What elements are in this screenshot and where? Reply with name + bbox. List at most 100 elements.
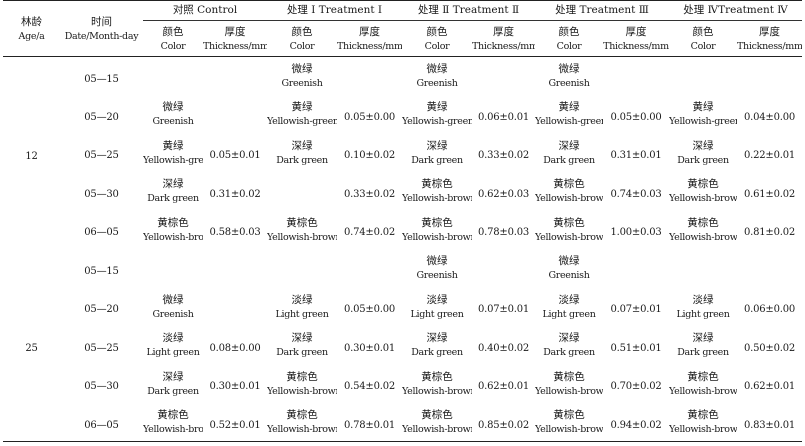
color-zh: 淡绿 [692, 293, 714, 306]
color-cell: 深绿 Dark green [402, 134, 472, 173]
sub-header-color: 颜色 Color [267, 21, 337, 57]
color-zh: 黄棕色 [687, 409, 719, 421]
color-en: Yellowish-brown [267, 385, 337, 397]
thickness-cell [203, 288, 267, 327]
thickness-cell: 0.31±0.02 [209, 188, 261, 200]
sub-header-thickness-en: Thickness/mm [472, 40, 535, 52]
sub-header-thickness-en: Thickness/mm [203, 40, 267, 52]
sub-header-color: 颜色 Color [402, 21, 472, 57]
color-en: Dark green [677, 154, 729, 166]
thickness-cell [472, 57, 535, 96]
thickness-cell: 0.22±0.01 [743, 150, 796, 162]
color-cell: 黄棕色 Yellowish-brown [669, 172, 737, 211]
age-cell: 25 [25, 342, 38, 354]
color-zh: 黄绿 [291, 101, 313, 114]
color-cell: 深绿 Dark green [669, 326, 737, 365]
color-cell: 黄棕色 Yellowish-brown [402, 403, 472, 442]
color-cell: 微绿 Greenish [535, 249, 603, 288]
color-en: Yellowish-brown [669, 385, 738, 397]
color-en: Yellowish-brown [143, 424, 203, 435]
color-zh: 淡绿 [162, 332, 184, 345]
thickness-cell [603, 249, 669, 288]
table-row: 05—20 微绿 Greenish 淡绿 Light green 0.05±0.00 淡绿 L… [3, 288, 802, 327]
color-cell: 深绿 Dark green [535, 134, 603, 173]
color-zh: 黄棕色 [421, 370, 453, 383]
thickness-cell: 0.05±0.00 [610, 111, 662, 123]
color-zh: 黄棕色 [687, 178, 719, 191]
color-cell: 黄棕色 Yellowish-brown [535, 172, 603, 211]
thickness-cell [737, 57, 802, 96]
color-cell: 黄绿 Yellowish-green [267, 95, 337, 134]
color-cell: 黄棕色 Yellowish-brown [535, 403, 603, 442]
color-zh: 黄棕色 [421, 178, 453, 191]
color-cell: 深绿 Dark green [267, 134, 337, 173]
color-cell: 黄绿 Yellowish-green [669, 95, 737, 134]
sub-header-color-zh: 颜色 [291, 25, 313, 38]
color-en: Yellowish-green [143, 154, 203, 166]
sub-header-row: 颜色 Color 厚度 Thickness/mm 颜色 Color 厚度 Thickness/… [3, 21, 803, 57]
sub-header-color: 颜色 Color [143, 21, 203, 57]
sub-header-thickness-zh: 厚度 [224, 25, 246, 38]
color-zh: 深绿 [291, 332, 313, 345]
thickness-cell: 0.33±0.02 [343, 188, 396, 200]
sub-header-color: 颜色 Color [535, 21, 603, 57]
color-cell [143, 249, 203, 288]
thickness-cell: 0.85±0.02 [477, 419, 530, 431]
color-en: Yellowish-green [669, 116, 738, 128]
color-zh: 黄棕色 [553, 178, 585, 191]
color-zh: 微绿 [426, 255, 448, 268]
sub-header-color-zh: 颜色 [692, 25, 714, 38]
color-cell: 深绿 Dark green [143, 172, 203, 211]
thickness-cell: 0.06±0.00 [743, 304, 796, 316]
sub-header-thickness-zh: 厚度 [359, 25, 380, 38]
color-en: Dark green [411, 347, 463, 359]
color-en: Yellowish-green [402, 116, 472, 128]
color-en: Greenish [548, 78, 590, 89]
sub-header-thickness-zh: 厚度 [759, 25, 781, 38]
color-en: Dark green [147, 193, 199, 205]
thickness-cell: 0.05±0.01 [209, 150, 261, 162]
sub-header-color-en: Color [160, 40, 186, 52]
color-zh: 淡绿 [426, 293, 448, 306]
color-zh: 黄棕色 [421, 409, 453, 421]
color-zh: 黄棕色 [286, 409, 318, 421]
color-en: Yellowish-brown [669, 424, 738, 435]
color-cell: 微绿 Greenish [267, 57, 337, 96]
color-en: Yellowish-green [535, 116, 603, 128]
color-en: Light green [676, 308, 730, 320]
color-en: Dark green [276, 347, 328, 359]
age-header-zh: 林龄 [21, 15, 42, 28]
thickness-cell [203, 57, 267, 96]
color-zh: 微绿 [558, 255, 580, 268]
sub-header-thickness: 厚度 Thickness/mm [337, 21, 402, 57]
thickness-cell [472, 249, 535, 288]
color-en: Light green [275, 308, 329, 320]
color-zh: 微绿 [162, 293, 184, 306]
bark-color-thickness-table: 林龄 Age/a 时间 Date/Month-day 对照 Control 处理… [3, 0, 803, 442]
thickness-cell: 0.62±0.03 [477, 188, 530, 200]
color-cell: 黄棕色 Yellowish-brown [669, 365, 737, 404]
age-header: 林龄 Age/a [3, 0, 60, 57]
date-cell: 06—05 [84, 227, 119, 239]
color-en: Dark green [677, 347, 729, 359]
thickness-cell: 0.33±0.02 [477, 150, 530, 162]
color-cell: 黄绿 Yellowish-green [143, 134, 203, 173]
color-en: Light green [146, 347, 200, 359]
color-cell: 黄棕色 Yellowish-brown [267, 211, 337, 250]
sub-header-color-zh: 颜色 [162, 25, 184, 38]
color-cell: 黄棕色 Yellowish-brown [267, 365, 337, 404]
table-row: 05—25 淡绿 Light green 0.08±0.00 深绿 Dark green 0… [3, 326, 802, 365]
thickness-cell: 0.70±0.02 [610, 381, 662, 393]
thickness-cell: 1.00±0.03 [610, 227, 662, 239]
color-zh: 黄绿 [692, 101, 714, 114]
sub-header-color: 颜色 Color [669, 21, 737, 57]
thickness-cell [737, 249, 802, 288]
thickness-cell: 0.51±0.01 [610, 342, 662, 354]
table-row: 12 05—15 微绿 Greenish 微绿 Greenish 微绿 Greenish [3, 57, 802, 162]
color-en: Yellowish-brown [535, 385, 603, 397]
thickness-cell: 0.40±0.02 [477, 342, 530, 354]
thickness-cell: 0.78±0.03 [477, 227, 530, 239]
color-cell: 黄棕色 Yellowish-brown [143, 211, 203, 250]
group-header-control: 对照 Control [143, 0, 267, 21]
table-row: 06—05 黄棕色 Yellowish-brown 0.52±0.01 黄棕色 Yello… [3, 403, 803, 442]
